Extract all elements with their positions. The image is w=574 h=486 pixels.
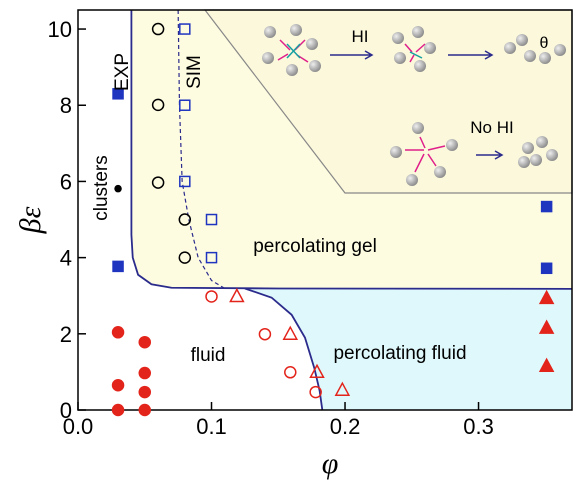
marker <box>112 88 124 100</box>
x-axis-label: φ <box>322 447 339 480</box>
marker <box>138 385 152 399</box>
marker <box>111 378 125 392</box>
marker <box>178 251 192 264</box>
marker <box>309 363 325 379</box>
annotation: percolating fluid <box>333 343 466 364</box>
x-tick-label: 0.0 <box>63 414 94 439</box>
annotation: clusters <box>91 155 112 220</box>
annotation: fluid <box>191 345 226 366</box>
marker <box>138 335 152 349</box>
marker <box>205 251 218 264</box>
y-tick-label: 8 <box>60 93 72 118</box>
marker <box>540 262 553 275</box>
y-tick-label: 4 <box>60 246 72 271</box>
annotation: No HI <box>470 118 513 137</box>
y-tick-label: 6 <box>60 169 72 194</box>
marker <box>151 98 165 112</box>
boundary-line <box>130 10 573 290</box>
marker <box>151 22 165 36</box>
percolating-fluid-region <box>244 288 572 410</box>
boundary-line <box>177 9 226 289</box>
annotation: EXP <box>112 53 133 91</box>
y-axis-label: βε <box>14 206 47 234</box>
marker <box>178 213 192 226</box>
marker <box>179 175 191 188</box>
marker <box>138 403 152 417</box>
inset-arrows <box>277 39 504 173</box>
annotation: HI <box>352 27 369 46</box>
marker <box>112 260 124 273</box>
marker <box>111 403 125 417</box>
annotation: SIM <box>184 55 205 89</box>
marker <box>284 366 297 379</box>
marker <box>258 327 272 341</box>
x-tick-label: 0.2 <box>330 414 361 439</box>
marker <box>179 23 191 35</box>
y-tick-label: 0 <box>60 398 72 423</box>
marker <box>538 357 555 372</box>
x-tick-label: 0.1 <box>196 414 227 439</box>
marker <box>151 176 165 189</box>
plot-frame <box>77 9 573 411</box>
inset-schematic <box>262 24 566 186</box>
marker <box>309 385 322 399</box>
boundary-line <box>244 287 324 411</box>
marker <box>179 99 191 111</box>
marker <box>540 200 553 213</box>
marker <box>538 289 555 305</box>
y-tick-label: 10 <box>48 17 72 42</box>
y-tick-label: 2 <box>60 322 72 347</box>
marker <box>114 184 122 193</box>
annotation: θ <box>540 35 549 52</box>
marker <box>138 366 152 380</box>
marker <box>205 290 218 303</box>
marker <box>229 287 245 303</box>
marker <box>334 381 351 396</box>
marker <box>538 319 555 334</box>
marker <box>111 326 125 339</box>
marker <box>282 325 299 340</box>
x-tick-label: 0.3 <box>463 414 494 439</box>
marker <box>205 213 218 226</box>
annotation: percolating gel <box>253 236 377 257</box>
